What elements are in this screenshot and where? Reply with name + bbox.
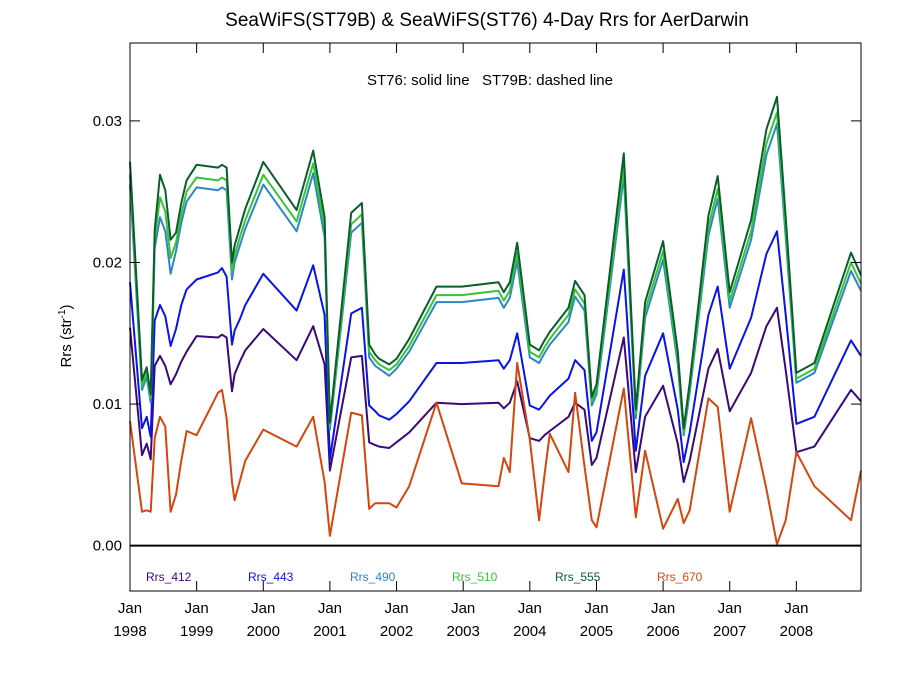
x-tick-year-label: 2002: [380, 623, 413, 640]
legend-label-rrs-670: Rrs_670: [657, 570, 703, 584]
x-tick-year-label: 1999: [180, 623, 213, 640]
y-tick-label: 0.02: [93, 254, 122, 271]
chart-title: SeaWiFS(ST79B) & SeaWiFS(ST76) 4-Day Rrs…: [225, 10, 749, 31]
ticks: 0.00 0.01 0.02 0.03 Jan 1998 Jan 1999 Jan 2000 Jan…: [93, 43, 861, 640]
legend-label-rrs-555: Rrs_555: [555, 570, 601, 584]
x-tick-month-label: Jan: [384, 600, 408, 617]
series-line-rrs-510: [129, 111, 862, 434]
x-tick-year-label: 2005: [580, 623, 613, 640]
x-tick-month-label: Jan: [118, 600, 142, 617]
x-tick-year-label: 2001: [313, 623, 346, 640]
x-tick-year-label: 2000: [247, 623, 280, 640]
x-tick-month-label: Jan: [185, 600, 209, 617]
x-tick-year-label: 2008: [780, 623, 813, 640]
series-line-rrs-670: [129, 362, 862, 546]
plot-frame: [129, 42, 862, 592]
series-line-rrs-412: [129, 306, 862, 483]
series-line-rrs-443: [129, 230, 862, 464]
x-tick-month-label: Jan: [251, 600, 275, 617]
x-tick-month-label: Jan: [518, 600, 542, 617]
y-axis-label: Rrs (str-1): [57, 304, 75, 367]
x-tick-year-label: 2006: [646, 623, 679, 640]
x-tick-year-label: 2007: [713, 623, 746, 640]
x-tick-month-label: Jan: [784, 600, 808, 617]
y-tick-label: 0.03: [93, 113, 122, 130]
legend-label-rrs-490: Rrs_490: [350, 570, 396, 584]
series-line-rrs-555: [129, 95, 862, 430]
x-tick-year-label: 1998: [113, 623, 146, 640]
x-tick-year-label: 2004: [513, 623, 546, 640]
x-tick-month-label: Jan: [584, 600, 608, 617]
x-tick-month-label: Jan: [318, 600, 342, 617]
y-tick-label: 0.00: [93, 538, 122, 555]
y-tick-label: 0.01: [93, 396, 122, 413]
series-line-rrs-490: [129, 122, 862, 437]
x-tick-month-label: Jan: [718, 600, 742, 617]
legend-label-rrs-510: Rrs_510: [452, 570, 498, 584]
x-tick-month-label: Jan: [651, 600, 675, 617]
legend-label-rrs-443: Rrs_443: [248, 570, 294, 584]
line-style-note: ST76: solid line ST79B: dashed line: [367, 72, 613, 89]
legend: Rrs_412 Rrs_443 Rrs_490 Rrs_510 Rrs_555 Rrs_6…: [146, 570, 703, 584]
x-tick-month-label: Jan: [451, 600, 475, 617]
plot-lines: [129, 95, 862, 546]
x-tick-year-label: 2003: [446, 623, 479, 640]
legend-label-rrs-412: Rrs_412: [146, 570, 192, 584]
